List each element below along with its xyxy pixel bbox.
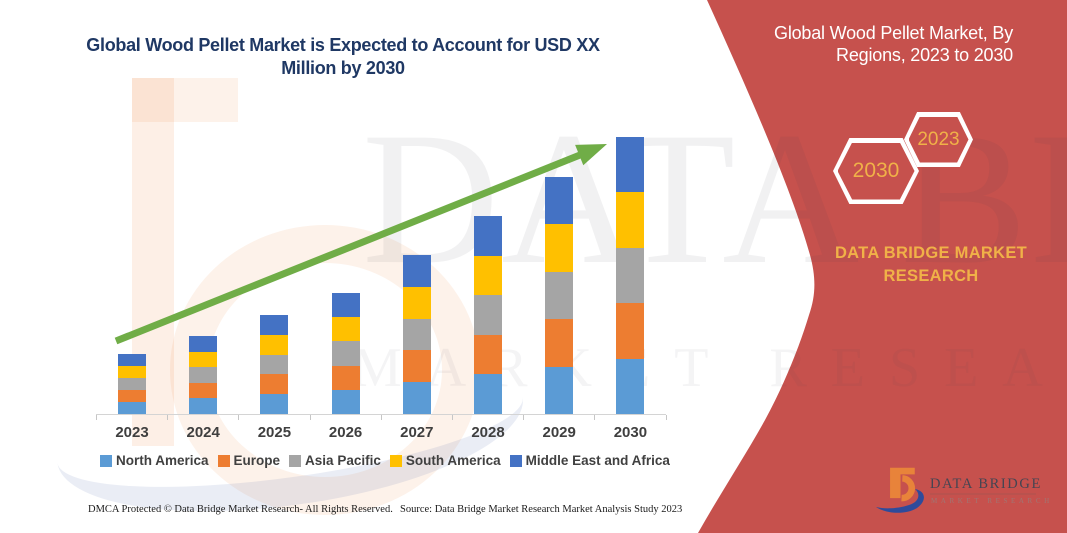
bar-segment-2027-asia-pacific (402, 318, 431, 351)
bar-segment-2023-south-america (118, 366, 146, 378)
bar-segment-2023-north-america (118, 402, 146, 414)
x-axis-tick (96, 415, 97, 420)
hexagon-badge-2030: 2030 (833, 138, 919, 204)
hexagon-badge-2023: 2023 (904, 112, 973, 167)
hexagon-border: 2023 (904, 112, 973, 167)
bar-segment-2026-north-america (331, 389, 360, 414)
legend-label: Asia Pacific (305, 453, 381, 468)
bar-segment-2023-middle-east-and-africa (118, 354, 146, 366)
bar-segment-2027-north-america (402, 382, 431, 414)
panel-title-line1: Global Wood Pellet Market, By (774, 23, 1013, 43)
x-axis-label-2024: 2024 (186, 424, 220, 441)
x-axis-label-2026: 2026 (328, 424, 363, 441)
bar-segment-2025-south-america (260, 334, 289, 355)
x-axis-label-2030: 2030 (613, 424, 648, 441)
x-axis-tick (452, 415, 453, 420)
x-axis-label-2025: 2025 (257, 424, 292, 441)
legend-item-south-america: South America (389, 453, 501, 468)
bar-segment-2029-asia-pacific (545, 271, 574, 320)
bar-segment-2028-europe (474, 334, 502, 375)
legend-label: South America (405, 453, 501, 468)
bar-segment-2024-north-america (189, 398, 218, 414)
bar-segment-2023-asia-pacific (118, 378, 146, 390)
bar-segment-2029-middle-east-and-africa (545, 177, 574, 225)
x-axis-tick (594, 415, 596, 420)
bar-segment-2025-asia-pacific (260, 354, 289, 375)
dbmr-logo-brand-text: DATA BRIDGE (930, 476, 1042, 492)
bar-segment-2029-north-america (545, 366, 574, 414)
legend-label: North America (116, 453, 209, 468)
x-axis-label-2028: 2028 (471, 424, 505, 441)
bar-segment-2030-middle-east-and-africa (616, 137, 645, 193)
x-axis-label-2027: 2027 (400, 424, 434, 441)
x-axis-label-2023: 2023 (115, 424, 149, 441)
x-axis-tick (238, 415, 240, 420)
legend-item-asia-pacific: Asia Pacific (289, 453, 381, 468)
bar-segment-2026-asia-pacific (331, 341, 360, 366)
bar-segment-2030-europe (616, 303, 645, 359)
legend-label: Middle East and Africa (525, 453, 670, 468)
panel-title-line2: Regions, 2023 to 2030 (836, 45, 1013, 65)
panel-brand-line2: RESEARCH (883, 267, 979, 285)
bar-segment-2028-middle-east-and-africa (474, 216, 502, 256)
bar-segment-2024-middle-east-and-africa (189, 336, 218, 352)
chart-legend: North America Europe Asia Pacific South Ame… (100, 453, 670, 468)
bar-segment-2030-south-america (616, 192, 645, 248)
x-axis-tick (167, 415, 169, 420)
legend-item-middle-east-and-africa: Middle East and Africa (509, 453, 670, 468)
bar-segment-2028-asia-pacific (474, 295, 502, 335)
bar-segment-2028-south-america (474, 255, 502, 296)
bar-segment-2026-south-america (331, 317, 360, 342)
x-axis-label-2029: 2029 (542, 424, 576, 441)
hexagon-year-label: 2030 (837, 142, 915, 200)
bar-segment-2027-middle-east-and-africa (402, 255, 431, 287)
x-axis-tick (665, 415, 667, 420)
chart-title: Global Wood Pellet Market is Expected to… (33, 34, 653, 80)
bar-segment-2024-asia-pacific (189, 367, 218, 383)
bar-segment-2025-europe (260, 374, 289, 395)
legend-swatch (217, 454, 230, 467)
bar-segment-2027-south-america (402, 286, 431, 319)
bar-segment-2030-north-america (616, 358, 645, 414)
panel-brand-name: DATA BRIDGE MARKET RESEARCH (821, 242, 1041, 288)
bar-segment-2027-europe (402, 350, 431, 383)
legend-swatch (100, 454, 112, 467)
footer-dmca-text: DMCA Protected © Data Bridge Market Rese… (88, 504, 393, 515)
bar-segment-2024-europe (189, 382, 218, 399)
legend-item-europe: Europe (217, 453, 281, 468)
legend-item-north-america: North America (100, 453, 209, 468)
bar-segment-2029-south-america (545, 224, 574, 272)
chart-title-line1: Global Wood Pellet Market is Expected to… (86, 35, 600, 55)
bar-segment-2029-europe (545, 319, 574, 367)
legend-swatch (509, 454, 522, 467)
bar-segment-2025-north-america (260, 394, 289, 414)
panel-brand-line1: DATA BRIDGE MARKET (834, 244, 1028, 262)
bar-segment-2023-europe (118, 390, 146, 402)
dbmr-logo-underline (930, 493, 1036, 495)
bar-segment-2024-south-america (189, 351, 218, 368)
panel-title: Global Wood Pellet Market, By Regions, 2… (740, 22, 1013, 66)
legend-swatch (389, 454, 402, 467)
bar-segment-2030-asia-pacific (616, 247, 645, 304)
x-axis-tick (523, 415, 525, 420)
x-axis-tick (380, 415, 382, 420)
bar-segment-2026-middle-east-and-africa (331, 293, 360, 318)
hexagon-border: 2030 (833, 138, 919, 204)
bar-segment-2028-north-america (474, 374, 502, 414)
bar-segment-2025-middle-east-and-africa (260, 315, 289, 335)
legend-swatch (289, 454, 302, 467)
chart-title-line2: Million by 2030 (281, 58, 405, 78)
dbmr-logo-icon (876, 467, 924, 513)
legend-label: Europe (233, 453, 281, 468)
footer-source-text: Source: Data Bridge Market Research Mark… (400, 504, 683, 515)
bar-segment-2026-europe (331, 365, 360, 390)
x-axis-tick (309, 415, 311, 420)
dbmr-logo-subtitle: MARKET RESEARCH (931, 497, 1053, 505)
x-axis-line (96, 414, 666, 415)
hexagon-year-label: 2023 (908, 116, 969, 163)
